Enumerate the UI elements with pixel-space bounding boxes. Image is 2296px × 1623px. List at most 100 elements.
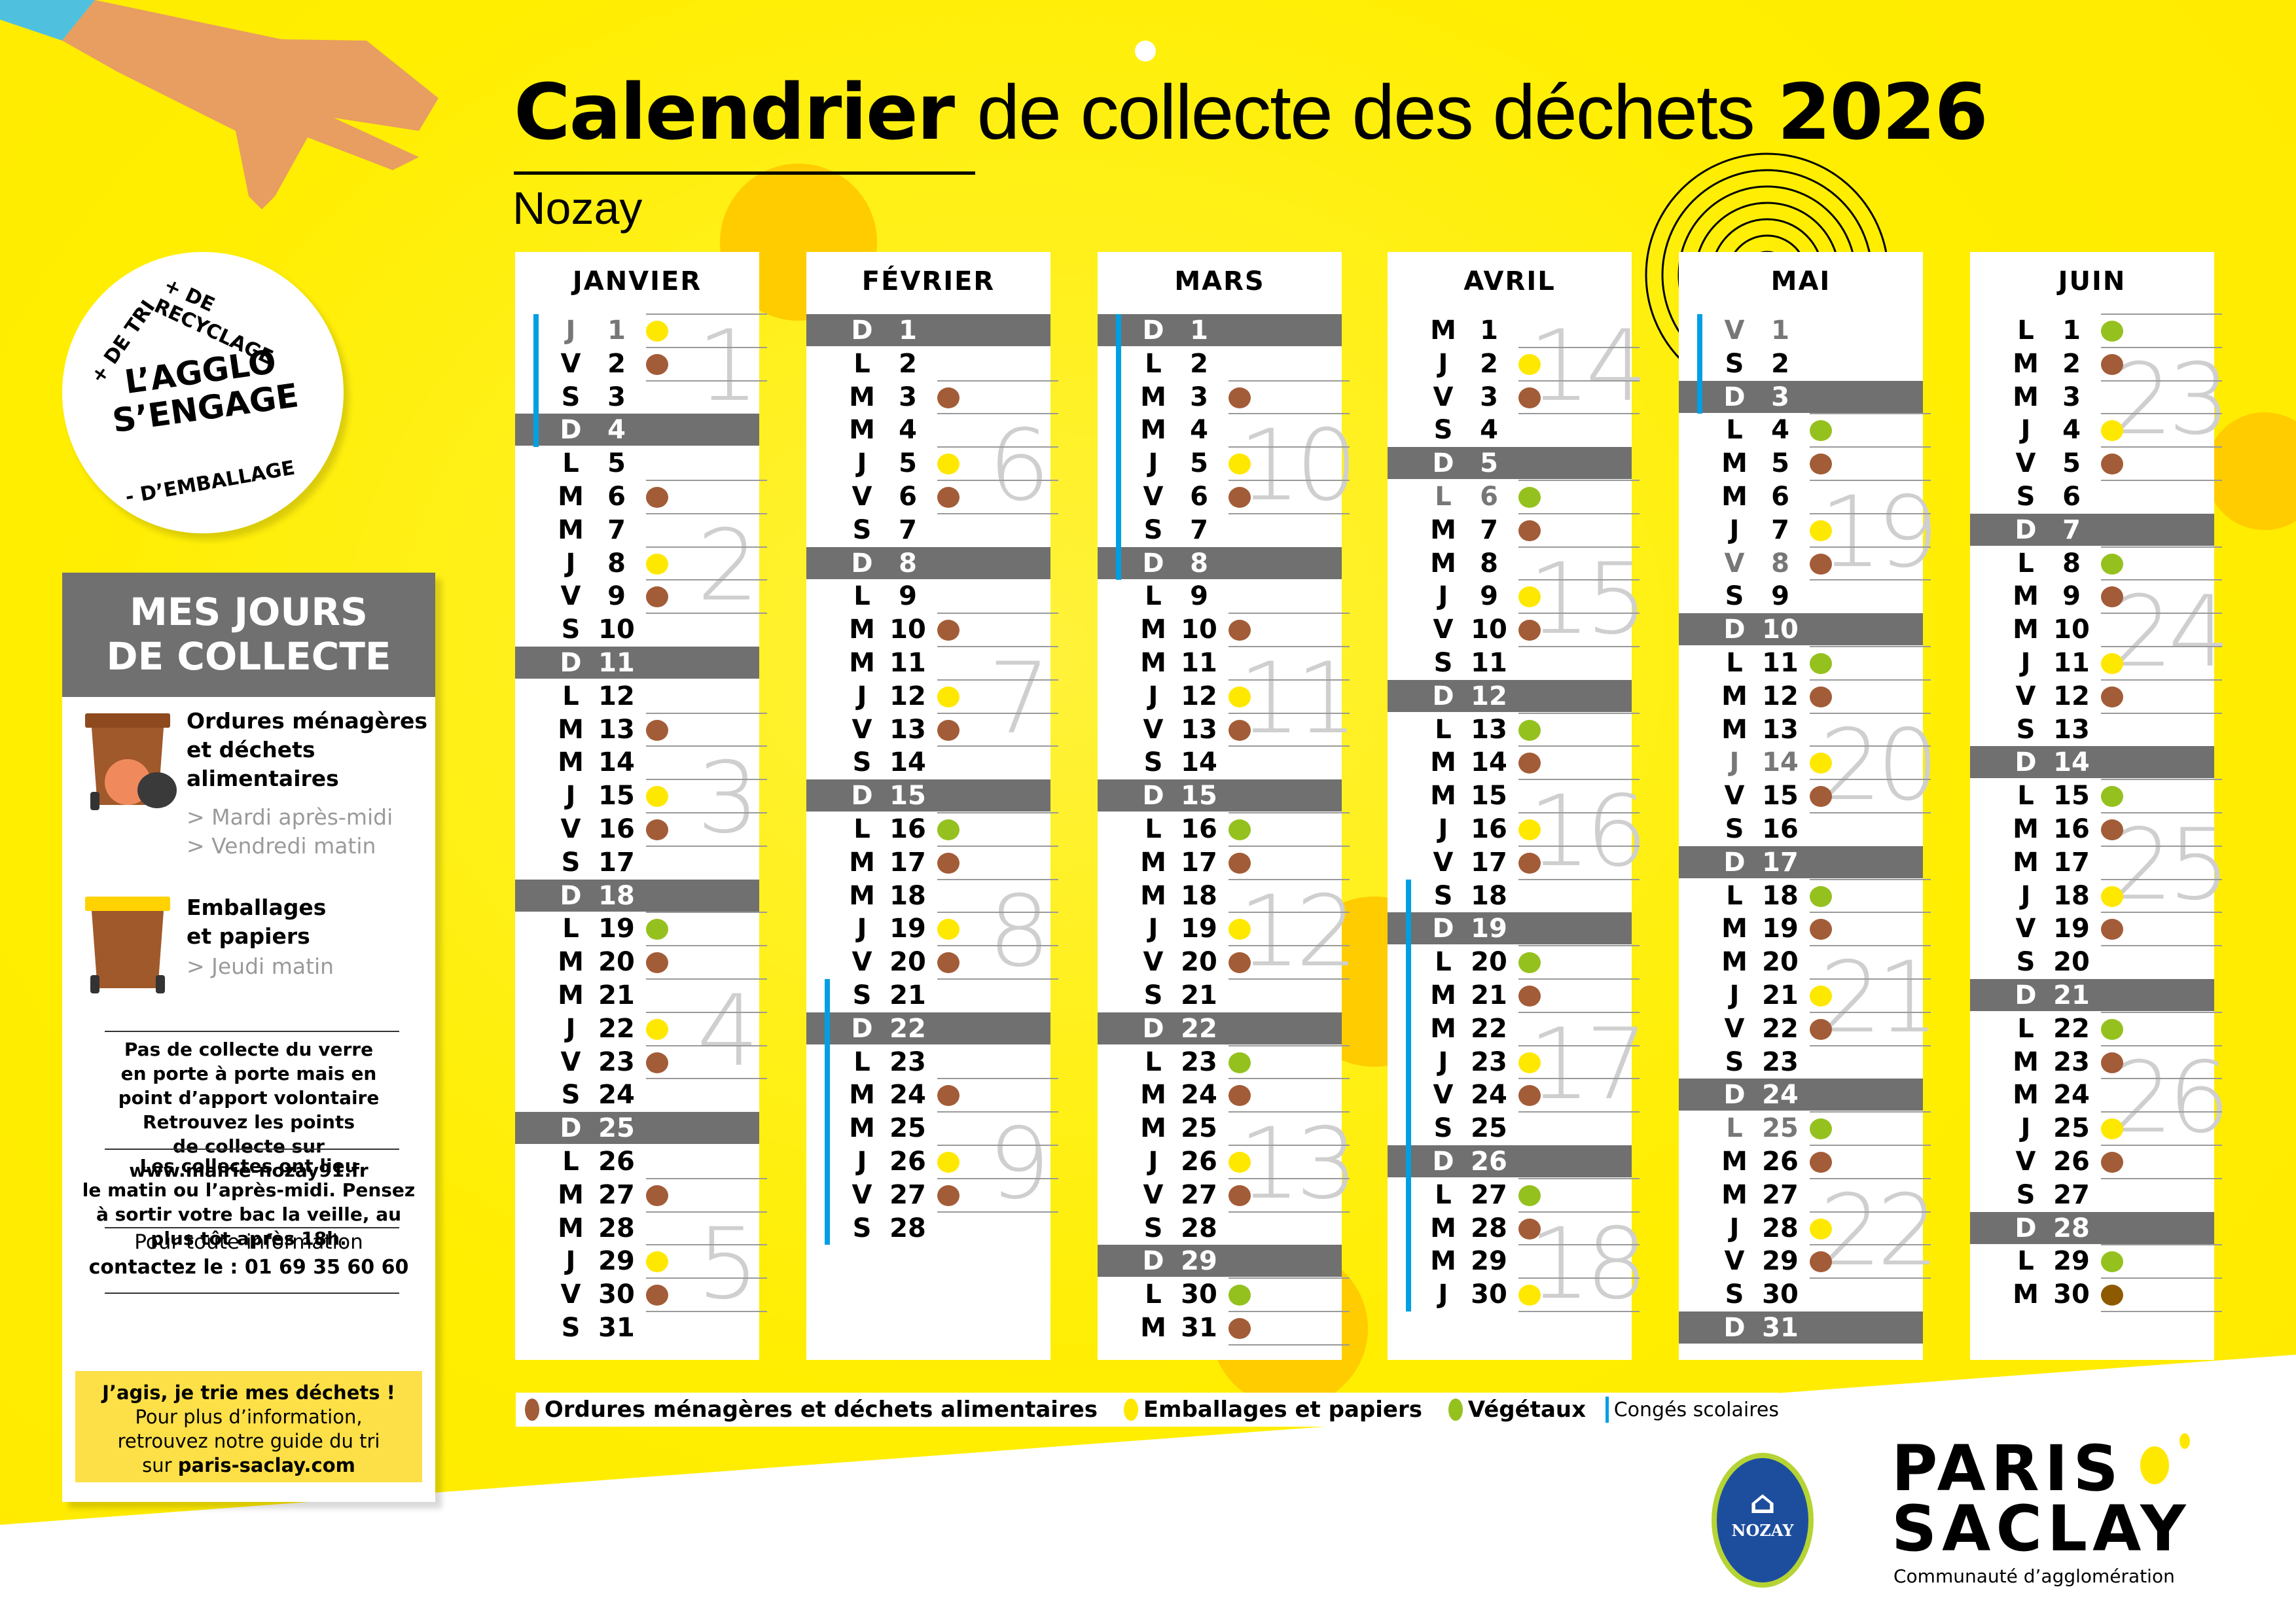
day-row: S 18: [1388, 880, 1632, 913]
day-number: 1: [2062, 315, 2081, 346]
paris-saclay-link[interactable]: paris-saclay.com: [177, 1454, 355, 1476]
note-line: [2101, 779, 2222, 781]
note-line: [1518, 1044, 1640, 1046]
brown-collection-dot-icon: [1229, 852, 1251, 874]
brown-collection-dot-icon: [646, 952, 668, 974]
weekday-letter: M: [849, 648, 875, 678]
day-row: M 21: [1388, 979, 1632, 1012]
day-number: 11: [1762, 648, 1799, 678]
day-row: J 12: [1098, 680, 1342, 713]
green-collection-dot-icon: [1810, 420, 1832, 442]
day-number: 12: [889, 681, 926, 711]
brown-collection-dot-icon: [937, 487, 960, 508]
brown-collection-dot-icon: [1810, 553, 1832, 575]
note-line: [1518, 1177, 1640, 1179]
hand-illustration: [0, 0, 439, 209]
yellow-collection-dot-icon: [937, 686, 960, 707]
page-title: Calendrier de collecte des déchets 2026: [514, 73, 1988, 151]
day-row: V 19: [1970, 912, 2214, 946]
day-row: S 28: [806, 1212, 1050, 1245]
yellow-collection-dot-icon: [2101, 420, 2123, 442]
note-line: [1518, 1111, 1640, 1113]
note-line: de collecte sur: [173, 1135, 325, 1157]
weekday-letter: D: [560, 1113, 582, 1144]
brown-collection-dot-icon: [646, 586, 668, 608]
day-row: D 15: [806, 779, 1050, 812]
day-number: 9: [607, 581, 626, 612]
weekday-letter: L: [1435, 482, 1452, 512]
note-line: [1229, 1111, 1350, 1113]
yellow-collection-dot-icon: [1518, 1285, 1541, 1306]
brown-collection-dot-icon: [2101, 1152, 2123, 1173]
note-line: [1518, 1078, 1640, 1080]
legend: Ordures ménagères et déchets alimentaire…: [516, 1393, 1779, 1427]
weekday-letter: J: [1438, 1279, 1448, 1310]
day-row: S 28: [1098, 1212, 1342, 1245]
day-row: M 17: [806, 846, 1050, 880]
mairie-website-link[interactable]: www.mairie-nozay91.fr: [129, 1160, 368, 1181]
weekday-letter: S: [561, 382, 581, 412]
note-line: [1229, 613, 1350, 615]
day-number: 28: [889, 1213, 926, 1243]
note-line: [937, 1211, 1058, 1213]
day-number: 11: [598, 648, 635, 678]
day-number: 21: [1762, 980, 1799, 1010]
weekday-letter: M: [1721, 1179, 1748, 1210]
green-collection-dot-icon: [2101, 1251, 2123, 1273]
day-number: 13: [1181, 714, 1217, 745]
day-number: 10: [1181, 615, 1217, 645]
weekday-letter: V: [2015, 914, 2036, 944]
yellow-collection-dot-icon: [646, 1018, 668, 1040]
promo-line: Pour plus d’information,: [135, 1406, 363, 1428]
day-row: S 16: [1679, 813, 1923, 846]
weekday-letter: M: [1430, 315, 1456, 346]
note-line: [1229, 978, 1350, 980]
day-number: 14: [2053, 747, 2090, 778]
day-number: 2: [899, 348, 917, 379]
day-row: M 19: [1679, 912, 1923, 946]
weekday-letter: V: [560, 814, 581, 844]
yellow-collection-dot-icon: [1518, 1052, 1541, 1073]
day-number: 13: [2053, 714, 2090, 745]
note-line: [1810, 1111, 1931, 1113]
note-line: [937, 878, 1058, 880]
day-row: V 13: [806, 713, 1050, 747]
note-line: [937, 413, 1058, 415]
day-number: 13: [598, 714, 635, 745]
day-row: M 21: [515, 979, 759, 1012]
note-line: [2101, 1311, 2222, 1312]
weekday-letter: V: [560, 348, 581, 379]
day-number: 24: [1762, 1080, 1799, 1111]
day-number: 1: [1480, 315, 1498, 346]
day-row: V 20: [1098, 946, 1342, 979]
day-number: 7: [1771, 514, 1789, 545]
green-collection-dot-icon: [1229, 819, 1251, 840]
note-line: [1810, 480, 1931, 481]
note-line: [2101, 613, 2222, 615]
weekday-letter: M: [1430, 747, 1456, 778]
week-number: 4: [696, 974, 759, 1088]
day-number: 8: [899, 548, 917, 579]
brown-collection-dot-icon: [1229, 1318, 1251, 1339]
weekday-letter: J: [1438, 1046, 1448, 1077]
day-row: S 23: [1679, 1046, 1923, 1079]
day-row: D 29: [1098, 1245, 1342, 1277]
weekday-letter: V: [852, 1179, 872, 1210]
weekday-letter: M: [849, 1113, 875, 1144]
weekday-letter: L: [1145, 1046, 1162, 1077]
weekday-letter: D: [1723, 615, 1746, 645]
note-line: [1518, 346, 1640, 348]
yellow-collection-dot-icon: [937, 919, 960, 940]
collection-days-panel: MES JOURS DE COLLECTE Ordures ménagères …: [62, 573, 435, 1502]
brown-collection-dot-icon: [1518, 620, 1541, 641]
weekday-letter: S: [1725, 581, 1744, 612]
note-line: le matin ou l’après-midi. Pensez: [82, 1179, 416, 1201]
